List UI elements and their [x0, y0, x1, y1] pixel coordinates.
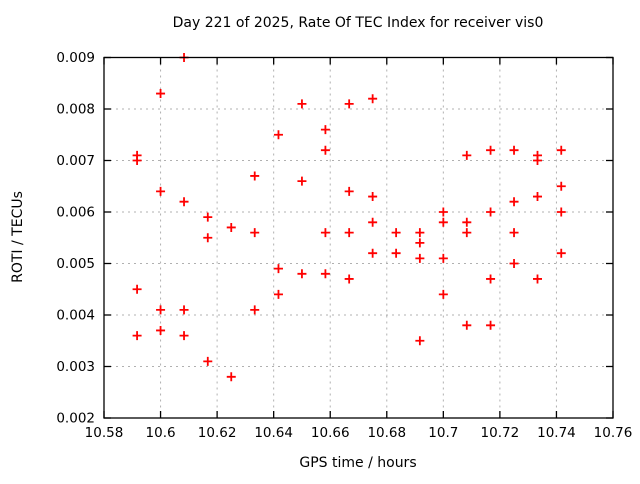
data-point-marker — [415, 238, 425, 248]
data-point-marker — [415, 336, 425, 346]
data-point-marker — [203, 356, 213, 366]
data-point-marker — [179, 331, 189, 341]
data-point-marker — [532, 274, 542, 284]
x-tick-label: 10.62 — [198, 425, 237, 441]
data-point-marker — [486, 274, 496, 284]
data-point-marker — [391, 248, 401, 258]
y-tick-label: 0.005 — [56, 256, 95, 272]
data-point-marker — [556, 207, 566, 217]
data-point-marker — [462, 228, 472, 238]
data-point-marker — [132, 284, 142, 294]
plot-generated-layers: 10.58 10.6 10.62 10.64 10.66 10.68 10.7 10.72 10… — [56, 50, 632, 441]
data-point-marker — [509, 145, 519, 155]
y-axis-title: ROTI / TECUs — [10, 191, 26, 283]
data-point-marker — [415, 228, 425, 238]
data-point-marker — [297, 176, 307, 186]
data-point-marker — [320, 269, 330, 279]
data-point-marker — [226, 222, 236, 232]
x-tick-label: 10.6 — [146, 425, 176, 441]
data-point-marker — [320, 145, 330, 155]
y-tick-label: 0.004 — [56, 308, 95, 324]
data-point-marker — [273, 130, 283, 140]
data-point-marker — [132, 156, 142, 165]
data-point-marker — [486, 207, 496, 217]
data-point-marker — [273, 289, 283, 299]
x-tick-label: 10.72 — [481, 425, 520, 441]
data-point-marker — [486, 145, 496, 155]
y-tick-label: 0.009 — [56, 50, 95, 66]
plot-frame — [103, 56, 614, 419]
data-point-marker — [509, 259, 519, 268]
data-point-marker — [462, 217, 472, 227]
data-point-marker — [368, 248, 378, 258]
data-point-marker — [438, 217, 448, 227]
data-point-marker — [462, 150, 472, 160]
chart-title: Day 221 of 2025, Rate Of TEC Index for r… — [173, 15, 544, 31]
data-point-marker — [179, 197, 189, 207]
y-tick-label: 0.007 — [56, 153, 95, 169]
data-point-marker — [203, 233, 213, 243]
tick-labels: 10.58 10.6 10.62 10.64 10.66 10.68 10.7 10.72 10… — [56, 50, 632, 441]
data-point-marker — [486, 320, 496, 330]
data-point-marker — [509, 197, 519, 207]
data-point-marker — [203, 212, 213, 222]
data-point-marker — [532, 192, 542, 202]
data-point-marker — [297, 99, 307, 109]
y-tick-label: 0.002 — [56, 411, 95, 427]
y-tick-label: 0.003 — [56, 359, 95, 375]
y-tick-label: 0.006 — [56, 205, 95, 221]
data-point-marker — [320, 125, 330, 135]
data-point-marker — [438, 253, 448, 263]
data-point-marker — [556, 145, 566, 155]
data-point-marker — [368, 94, 378, 104]
data-point-marker — [344, 228, 354, 238]
data-point-marker — [226, 372, 236, 382]
data-point-marker — [156, 305, 166, 315]
data-point-marker — [344, 99, 354, 109]
data-point-marker — [532, 156, 542, 165]
x-axis-title: GPS time / hours — [299, 455, 416, 471]
data-point-marker — [368, 217, 378, 227]
data-point-marker — [509, 228, 519, 238]
x-tick-label: 10.76 — [594, 425, 633, 441]
data-point-marker — [156, 89, 166, 99]
data-point-marker — [391, 228, 401, 238]
data-point-marker — [344, 274, 354, 284]
data-point-marker — [132, 331, 142, 341]
tick-marks — [103, 56, 614, 419]
data-point-marker — [273, 264, 283, 274]
x-tick-label: 10.68 — [367, 425, 406, 441]
x-tick-label: 10.7 — [428, 425, 458, 441]
gridlines — [104, 57, 613, 418]
x-tick-label: 10.58 — [85, 425, 124, 441]
data-point-marker — [320, 228, 330, 238]
x-tick-label: 10.74 — [537, 425, 576, 441]
data-points — [132, 53, 566, 382]
data-point-marker — [344, 186, 354, 196]
data-point-marker — [462, 320, 472, 330]
data-point-marker — [297, 269, 307, 279]
data-point-marker — [556, 181, 566, 191]
data-point-marker — [438, 207, 448, 217]
x-tick-label: 10.64 — [254, 425, 293, 441]
data-point-marker — [438, 289, 448, 299]
data-point-marker — [250, 228, 260, 238]
y-tick-label: 0.008 — [56, 102, 95, 118]
data-point-marker — [179, 305, 189, 315]
data-point-marker — [556, 248, 566, 258]
data-point-marker — [156, 186, 166, 196]
data-point-marker — [250, 305, 260, 315]
data-point-marker — [156, 325, 166, 335]
data-point-marker — [415, 253, 425, 263]
x-tick-label: 10.66 — [311, 425, 350, 441]
data-point-marker — [250, 171, 260, 181]
data-point-marker — [368, 192, 378, 202]
